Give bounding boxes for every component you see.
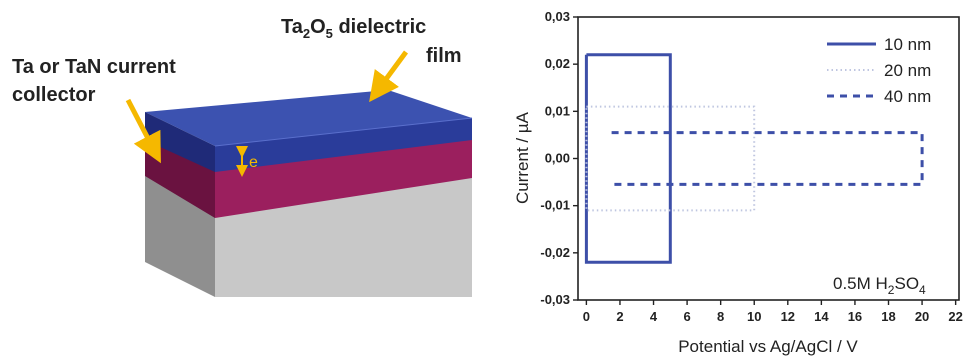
y-tick-label: 0,01 — [545, 103, 570, 118]
y-tick-label: -0,01 — [540, 198, 570, 213]
x-tick-label: 16 — [848, 309, 862, 324]
series-40-nm — [611, 131, 924, 186]
y-axis-title: Current / µA — [513, 111, 532, 204]
film-front — [215, 118, 472, 172]
x-tick-label: 20 — [915, 309, 929, 324]
plot-frame — [577, 16, 960, 301]
layer-stack-diagram: e Ta2O5 dielectric film Ta or TaN curren… — [12, 16, 473, 297]
legend-label: 20 nm — [884, 61, 931, 80]
x-tick-label: 22 — [948, 309, 962, 324]
collector-callout-arrow — [125, 98, 161, 164]
film-label: Ta2O5 dielectric — [281, 16, 426, 41]
thickness-label: e — [249, 154, 258, 171]
y-tick-label: 0,02 — [545, 56, 570, 71]
x-tick-label: 10 — [747, 309, 761, 324]
film-top — [145, 90, 472, 146]
film-side — [145, 112, 215, 172]
x-tick-label: 2 — [616, 309, 623, 324]
y-tick-label: 0,03 — [545, 9, 570, 24]
film-top-highlight — [214, 117, 473, 147]
series-20-nm — [585, 105, 756, 212]
series-group — [584, 53, 924, 264]
series-10-nm — [584, 53, 672, 264]
x-tick-label: 6 — [683, 309, 690, 324]
y-axis-ticks: 0,03 0,02 0,01 0,00 -0,01 -0,02 -0,03 — [540, 9, 578, 307]
x-axis-title: Potential vs Ag/AgCl / V — [678, 337, 858, 356]
legend-label: 10 nm — [884, 35, 931, 54]
y-tick-label: -0,02 — [540, 245, 570, 260]
electrolyte-annotation: 0.5M H2SO4 — [833, 274, 926, 297]
x-tick-label: 4 — [650, 309, 658, 324]
x-axis-ticks: 0 2 4 6 8 10 12 14 16 18 20 22 — [583, 300, 963, 324]
cv-chart: 0,03 0,02 0,01 0,00 -0,01 -0,02 -0,03 0 2 4 6 8 10 1… — [513, 9, 963, 356]
x-tick-label: 12 — [781, 309, 795, 324]
x-tick-label: 14 — [814, 309, 829, 324]
film-callout-arrow — [369, 50, 409, 103]
x-tick-label: 8 — [717, 309, 724, 324]
film-label-line2: film — [426, 45, 462, 67]
collector-label-line1: Ta or TaN current — [12, 56, 176, 78]
legend: 10 nm 20 nm 40 nm — [827, 35, 931, 106]
collector-label-line2: collector — [12, 84, 96, 106]
y-tick-label: -0,03 — [540, 292, 570, 307]
legend-label: 40 nm — [884, 87, 931, 106]
x-tick-label: 0 — [583, 309, 590, 324]
x-tick-label: 18 — [881, 309, 895, 324]
y-tick-label: 0,00 — [545, 151, 570, 166]
